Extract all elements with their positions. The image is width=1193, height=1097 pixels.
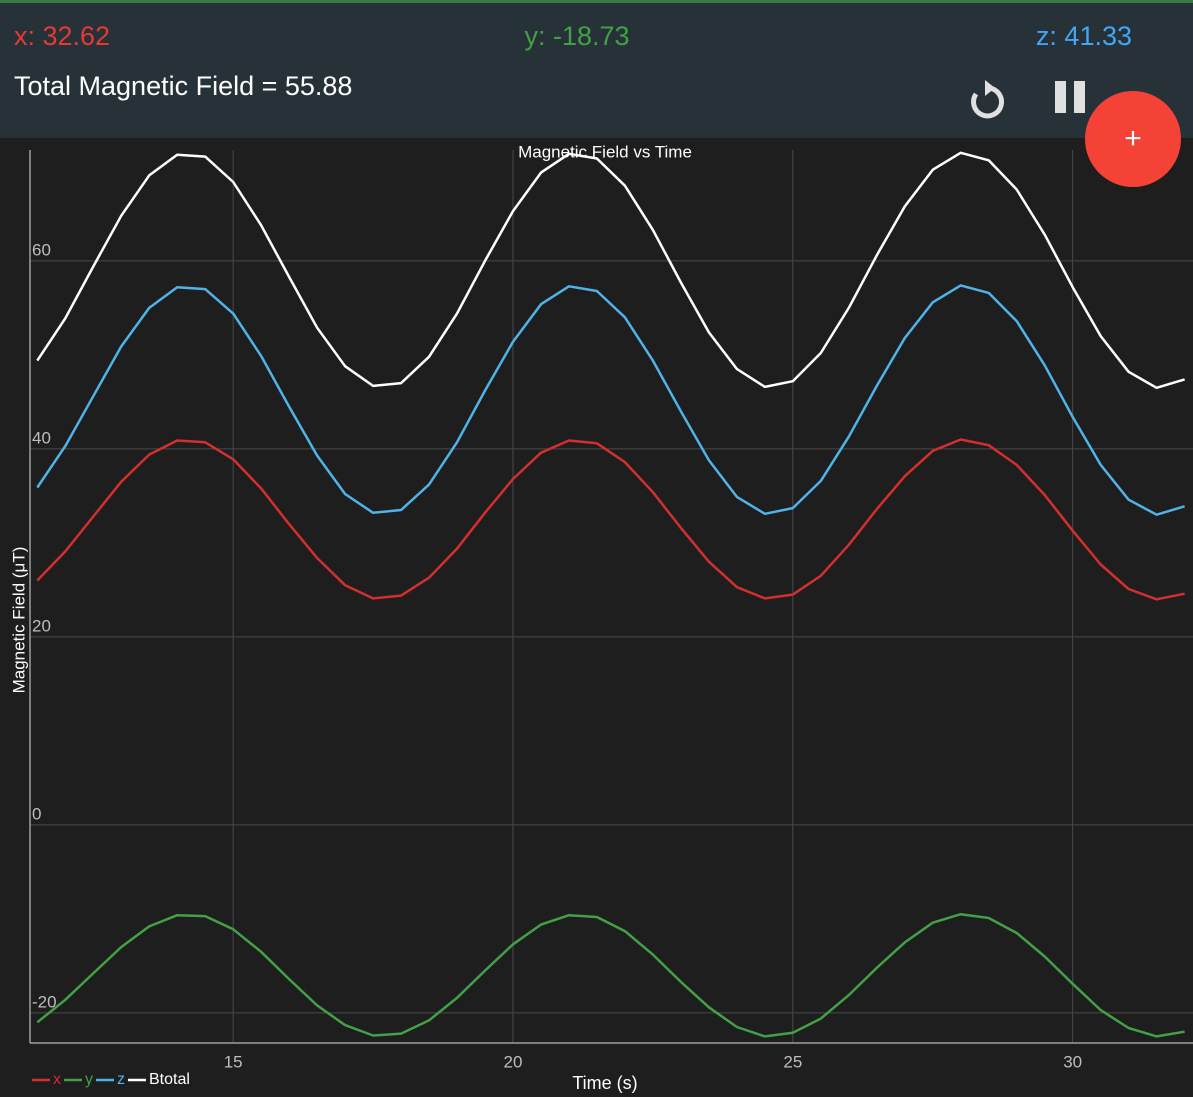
x-tick-label: 20 — [504, 1052, 523, 1071]
series-line — [36, 284, 1185, 516]
y-tick-label: -20 — [32, 992, 57, 1011]
x-tick-label: 30 — [1063, 1052, 1082, 1071]
reset-icon — [971, 85, 1005, 119]
legend-label: Btotal — [149, 1071, 190, 1088]
total-field: Total Magnetic Field = 55.88 — [14, 71, 352, 101]
y-tick-label: 0 — [32, 804, 41, 823]
top-border — [0, 0, 1193, 3]
pause-bar — [1074, 81, 1085, 113]
fab-label: + — [1124, 122, 1142, 155]
y-tick-label: 20 — [32, 616, 51, 635]
readout-y: y: -18.73 — [524, 21, 629, 51]
x-axis-label: Time (s) — [572, 1073, 637, 1093]
pause-bar — [1055, 81, 1066, 113]
series-line — [36, 912, 1185, 1038]
chart-title: Magnetic Field vs Time — [518, 142, 692, 161]
series-line — [36, 151, 1185, 390]
y-tick-label: 60 — [32, 240, 51, 259]
fab-add[interactable]: + — [1085, 91, 1181, 187]
reset-button[interactable] — [971, 80, 1005, 119]
legend-label: z — [117, 1071, 125, 1088]
readout-x: x: 32.62 — [14, 21, 110, 51]
reset-arrow — [985, 80, 995, 96]
y-tick-label: 40 — [32, 428, 51, 447]
pause-button[interactable] — [1055, 81, 1085, 113]
chart: -20 0 20 40 60 15 20 25 30 Magnetic Field vs Time… — [9, 142, 1193, 1093]
legend-label: y — [85, 1071, 93, 1088]
readout-z: z: 41.33 — [1036, 21, 1132, 51]
legend-label: x — [53, 1071, 61, 1088]
series-line — [36, 438, 1185, 601]
x-tick-label: 15 — [224, 1052, 243, 1071]
x-tick-label: 25 — [783, 1052, 802, 1071]
fab-circle — [1085, 91, 1181, 187]
y-axis-label: Magnetic Field (μT) — [9, 547, 28, 694]
